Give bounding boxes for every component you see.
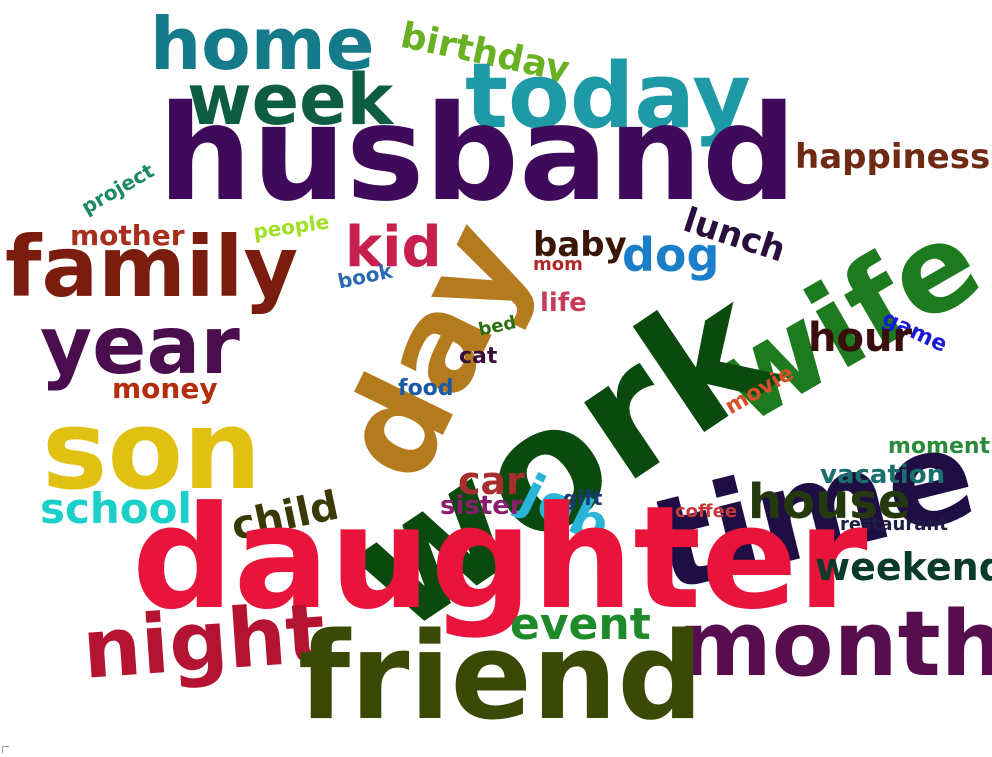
- word-week: week: [187, 59, 394, 141]
- word-family: family: [5, 218, 299, 316]
- word-coffee: coffee: [675, 501, 738, 522]
- word-food: food: [398, 376, 454, 401]
- word-event: event: [510, 599, 651, 650]
- word-dog: dog: [622, 228, 720, 282]
- word-night: night: [79, 586, 329, 698]
- word-today: today: [465, 44, 751, 149]
- word-weekend: weekend: [815, 545, 992, 589]
- word-son: son: [42, 386, 262, 514]
- word-vacation: vacation: [820, 460, 946, 490]
- word-life: life: [540, 288, 587, 318]
- word-hour: hour: [808, 315, 913, 361]
- word-mother: mother: [70, 219, 185, 252]
- word-car: car: [458, 459, 525, 503]
- word-project: project: [77, 158, 159, 220]
- word-sister: sister: [440, 491, 523, 521]
- word-cat: cat: [459, 344, 498, 369]
- word-month: month: [678, 592, 992, 697]
- word-friend: friend: [298, 608, 704, 747]
- corner-mark: [2, 746, 9, 753]
- word-kid: kid: [345, 215, 442, 280]
- word-happiness: happiness: [795, 137, 991, 177]
- word-year: year: [40, 299, 240, 392]
- word-school: school: [40, 484, 192, 533]
- word-mom: mom: [533, 254, 583, 275]
- word-restaurant: restaurant: [840, 514, 948, 535]
- word-husband: husband: [158, 77, 797, 231]
- word-gift: gift: [563, 486, 603, 510]
- word-money: money: [112, 372, 218, 405]
- word-daughter: daughter: [132, 476, 868, 641]
- word-home: home: [150, 2, 375, 86]
- word-moment: moment: [888, 434, 991, 459]
- word-house: house: [748, 474, 911, 530]
- word-baby: baby: [533, 225, 627, 265]
